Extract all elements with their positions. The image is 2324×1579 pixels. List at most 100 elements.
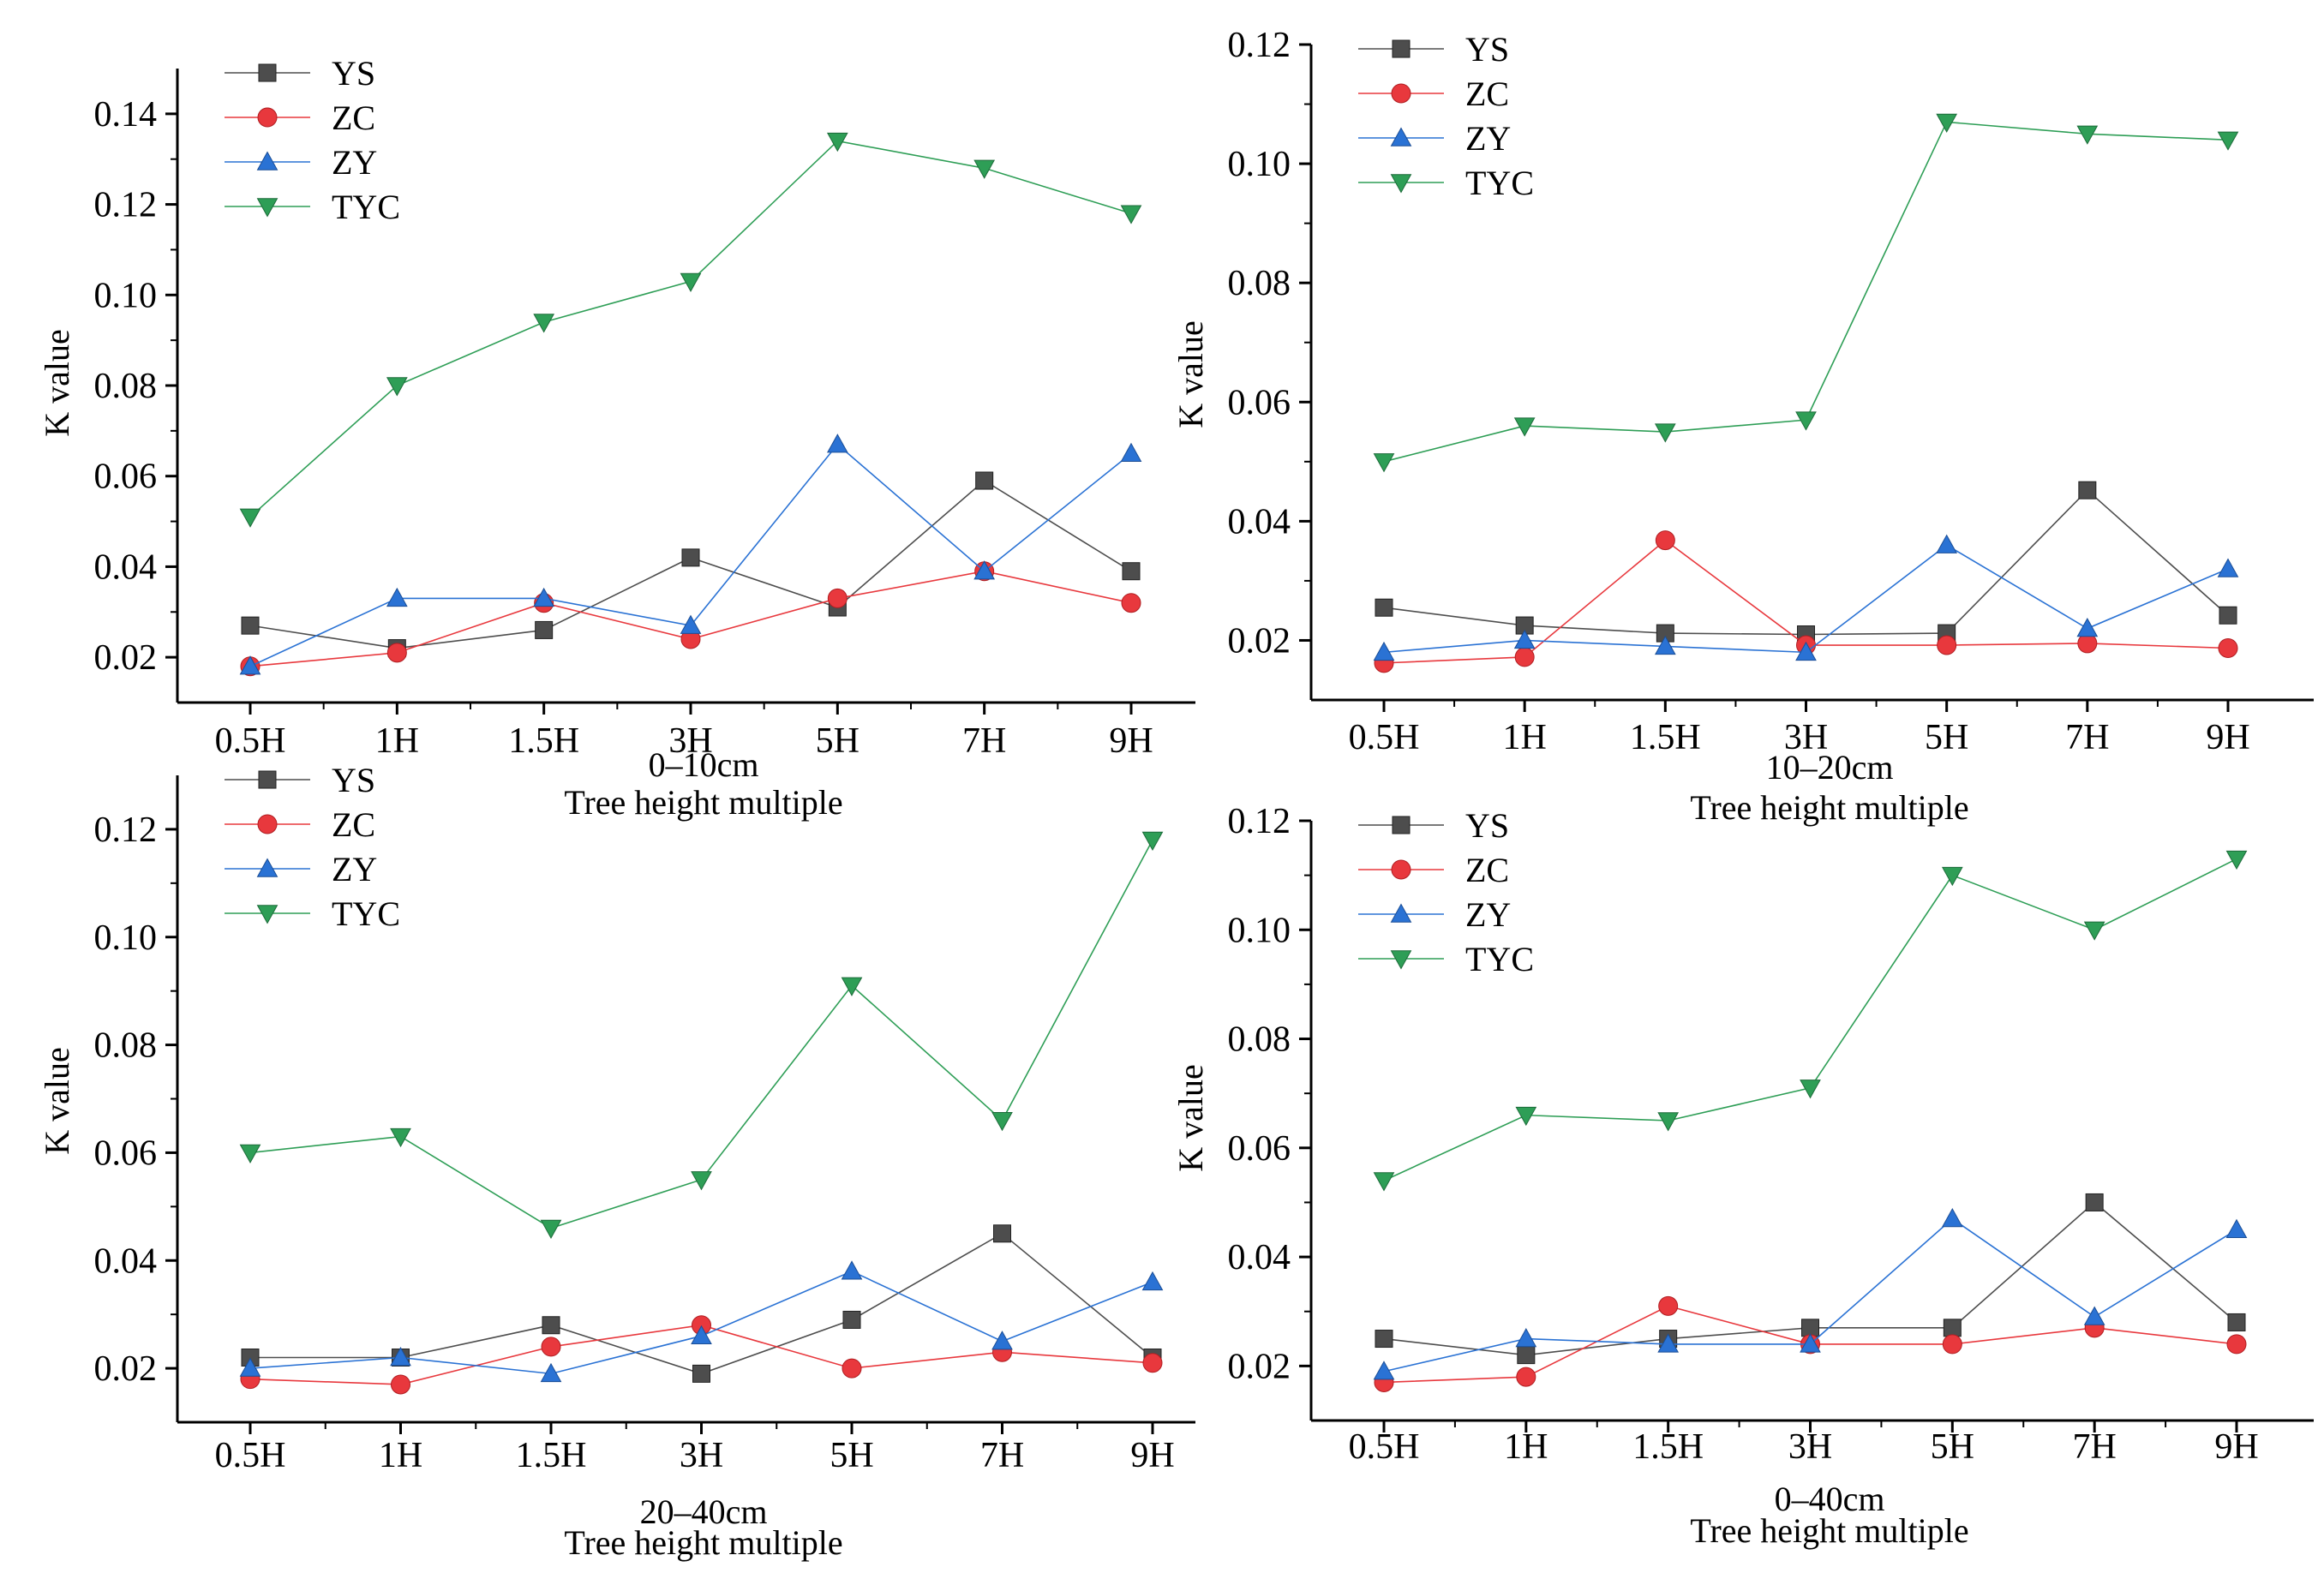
x-tick-label: 0.5H	[215, 721, 286, 761]
data-point	[239, 655, 261, 675]
series-zy	[1373, 1208, 2248, 1380]
legend: YS ZC ZY TYC	[1358, 30, 1534, 202]
panel-subtitle: 10–20cm	[1766, 748, 1894, 787]
data-point	[2226, 1334, 2247, 1355]
data-point	[391, 1374, 410, 1395]
y-axis-title: K value	[1171, 320, 1210, 428]
legend-label: ZC	[332, 805, 375, 844]
data-point	[540, 1362, 562, 1383]
x-tick-label: 3H	[668, 721, 712, 761]
x-tick-label: 5H	[1925, 718, 1968, 757]
legend-marker	[256, 151, 279, 170]
data-point	[973, 560, 996, 580]
legend-marker	[1390, 950, 1412, 970]
y-tick-label: 0.04	[1228, 502, 1291, 541]
y-tick-label: 0.12	[1228, 802, 1291, 841]
data-point	[1937, 635, 1957, 655]
data-point	[2225, 850, 2248, 870]
y-tick-label: 0.12	[94, 810, 158, 850]
chart-panel-2: 0.02 0.04 0.06 0.08 0.10 0.12 0.5H 1H 1.5H 3H 5H 7H…	[1171, 26, 2314, 827]
data-point	[239, 1357, 261, 1377]
legend-label: TYC	[1465, 940, 1534, 978]
series-zy	[239, 434, 1142, 675]
x-tick-label: 1.5H	[1632, 1427, 1704, 1467]
data-point	[386, 587, 408, 607]
x-tick-label: 1H	[379, 1436, 422, 1475]
data-point	[1141, 831, 1164, 852]
series-tyc	[239, 132, 1142, 528]
data-point	[241, 616, 260, 635]
data-point	[681, 548, 700, 567]
legend-label: YS	[1465, 30, 1509, 69]
data-point	[1373, 1172, 1395, 1192]
legend-entry-zc: ZC	[225, 805, 375, 844]
legend-marker	[1390, 903, 1412, 923]
data-point	[2227, 1313, 2246, 1331]
data-point	[1121, 593, 1141, 613]
x-axis-title: Tree height multiple	[564, 783, 842, 822]
x-tick-label: 0.5H	[215, 1436, 286, 1475]
y-tick-label: 0.02	[1228, 621, 1291, 661]
data-point	[2219, 606, 2237, 625]
legend-entry-tyc: TYC	[1358, 940, 1534, 978]
data-point	[1373, 453, 1395, 473]
legend: YS ZC ZY TYC	[225, 761, 400, 933]
data-point	[1515, 1106, 1537, 1127]
data-point	[1795, 641, 1817, 661]
data-point	[975, 471, 994, 490]
data-point	[542, 1316, 560, 1335]
data-point	[1373, 1361, 1395, 1380]
data-point	[1658, 1295, 1679, 1316]
data-point	[2083, 1306, 2105, 1325]
data-point	[540, 1219, 562, 1240]
data-point	[1141, 1271, 1164, 1291]
data-point	[1514, 647, 1535, 667]
x-tick-label: 1H	[1502, 718, 1546, 757]
data-point	[1120, 442, 1142, 462]
data-point	[680, 614, 702, 634]
data-point	[1657, 1333, 1680, 1353]
y-axis-title: K value	[38, 329, 76, 437]
data-point	[1943, 1319, 1962, 1337]
data-point	[239, 508, 261, 528]
y-tick-label: 0.02	[94, 638, 158, 678]
x-tick-label: 7H	[2065, 718, 2109, 757]
y-axis-title: K value	[38, 1047, 76, 1155]
x-tick-label: 9H	[1109, 721, 1153, 761]
legend: YS ZC ZY TYC	[1358, 806, 1534, 978]
legend-entry-zc: ZC	[225, 99, 375, 137]
x-tick-label: 3H	[1784, 718, 1828, 757]
legend-marker	[1391, 859, 1411, 880]
legend-label: ZC	[1465, 851, 1509, 889]
legend: YS ZC ZY TYC	[225, 54, 400, 226]
data-point	[993, 1224, 1011, 1243]
x-axis-title: Tree height multiple	[1690, 1511, 1968, 1550]
x-tick-label: 9H	[1130, 1436, 1174, 1475]
x-axis-title: Tree height multiple	[1690, 788, 1968, 827]
legend-entry-zy: ZY	[1358, 119, 1511, 158]
legend-label: ZY	[1465, 119, 1511, 158]
y-axis-title: K value	[1171, 1064, 1210, 1172]
x-tick-label: 1.5H	[1630, 718, 1701, 757]
data-point	[991, 1331, 1013, 1350]
legend-label: YS	[1465, 806, 1509, 845]
data-point	[1515, 1328, 1537, 1348]
data-point	[390, 1346, 411, 1367]
x-tick-label: 1.5H	[508, 721, 579, 761]
series-tyc	[1373, 113, 2239, 473]
legend-entry-zy: ZY	[225, 143, 377, 182]
y-tick-label: 0.04	[94, 547, 158, 587]
legend-entry-zy: ZY	[1358, 895, 1511, 934]
legend-label: ZY	[332, 143, 377, 182]
legend-marker	[1392, 816, 1411, 834]
data-point	[1375, 1330, 1393, 1349]
data-point	[239, 1144, 261, 1163]
data-point	[691, 1325, 712, 1345]
panel-subtitle: 20–40cm	[640, 1492, 768, 1531]
legend-marker	[256, 905, 279, 924]
data-point	[2217, 131, 2239, 151]
legend-label: TYC	[1465, 164, 1534, 202]
legend-marker	[1392, 39, 1411, 58]
data-point	[826, 434, 848, 453]
